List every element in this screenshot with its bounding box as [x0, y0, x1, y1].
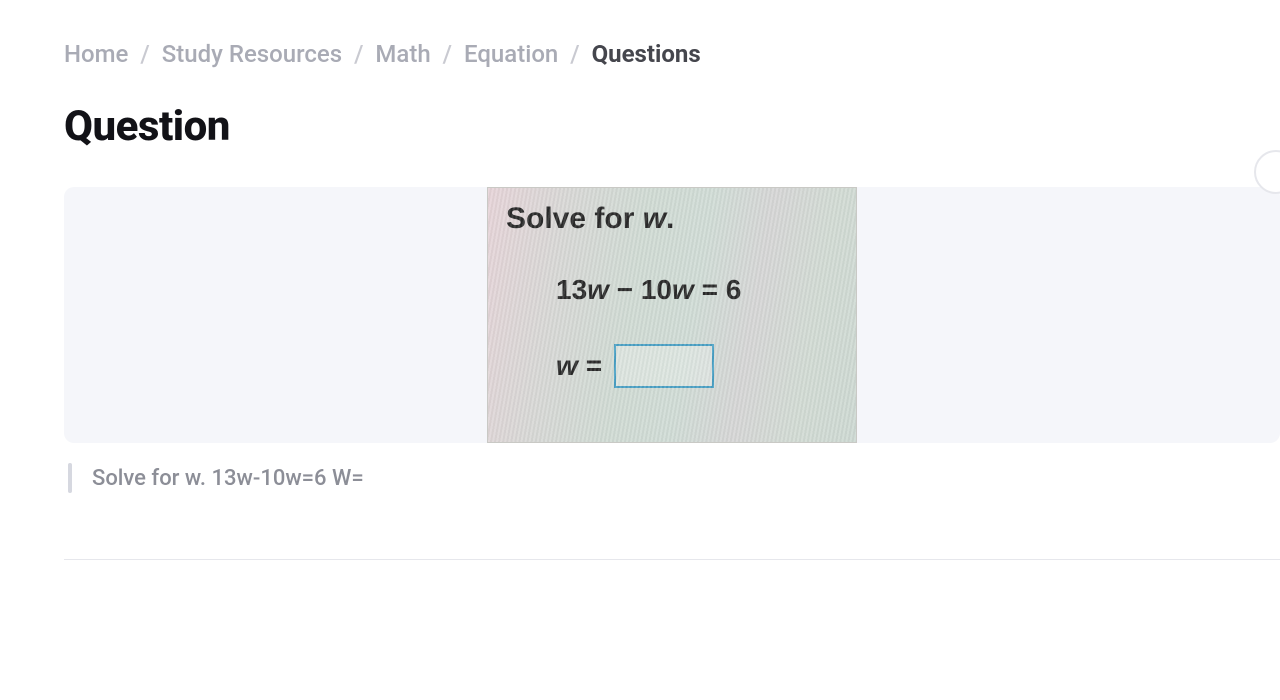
eq-term2-var: w — [672, 274, 694, 305]
problem-equation: 13w − 10w = 6 — [556, 274, 838, 306]
breadcrumb-sep: / — [140, 40, 149, 68]
question-text-row: Solve for w. 13w-10w=6 W= — [68, 463, 1280, 493]
breadcrumb-home[interactable]: Home — [64, 40, 128, 68]
breadcrumb: Home / Study Resources / Math / Equation… — [64, 40, 1280, 68]
prompt-suffix: . — [666, 202, 674, 235]
eq-term1-coeff: 13 — [556, 274, 587, 305]
page-container: Home / Study Resources / Math / Equation… — [0, 0, 1280, 560]
breadcrumb-sep: / — [570, 40, 579, 68]
answer-var: w — [556, 350, 578, 382]
answer-eq: = — [586, 350, 602, 382]
eq-term1-var: w — [587, 274, 609, 305]
problem-image: Solve for w. 13w − 10w = 6 w = — [487, 187, 857, 443]
prompt-prefix: Solve for — [506, 202, 643, 235]
problem-card: Solve for w. 13w − 10w = 6 w = — [64, 187, 1280, 443]
breadcrumb-math[interactable]: Math — [375, 40, 430, 68]
breadcrumb-sep: / — [354, 40, 363, 68]
prompt-variable: w — [643, 202, 666, 235]
breadcrumb-study-resources[interactable]: Study Resources — [162, 40, 342, 68]
eq-term2-coeff: 10 — [641, 274, 672, 305]
answer-input-box[interactable] — [614, 344, 714, 388]
eq-op: − — [617, 274, 633, 305]
section-divider — [64, 559, 1280, 560]
question-text: Solve for w. 13w-10w=6 W= — [92, 466, 364, 491]
answer-row: w = — [556, 344, 838, 388]
eq-eq: = — [702, 274, 718, 305]
breadcrumb-equation[interactable]: Equation — [464, 40, 558, 68]
eq-rhs: 6 — [726, 274, 742, 305]
page-title: Question — [64, 102, 1280, 151]
problem-prompt: Solve for w. — [506, 202, 838, 236]
breadcrumb-current: Questions — [592, 40, 701, 68]
breadcrumb-sep: / — [443, 40, 452, 68]
quote-bar — [68, 463, 72, 493]
